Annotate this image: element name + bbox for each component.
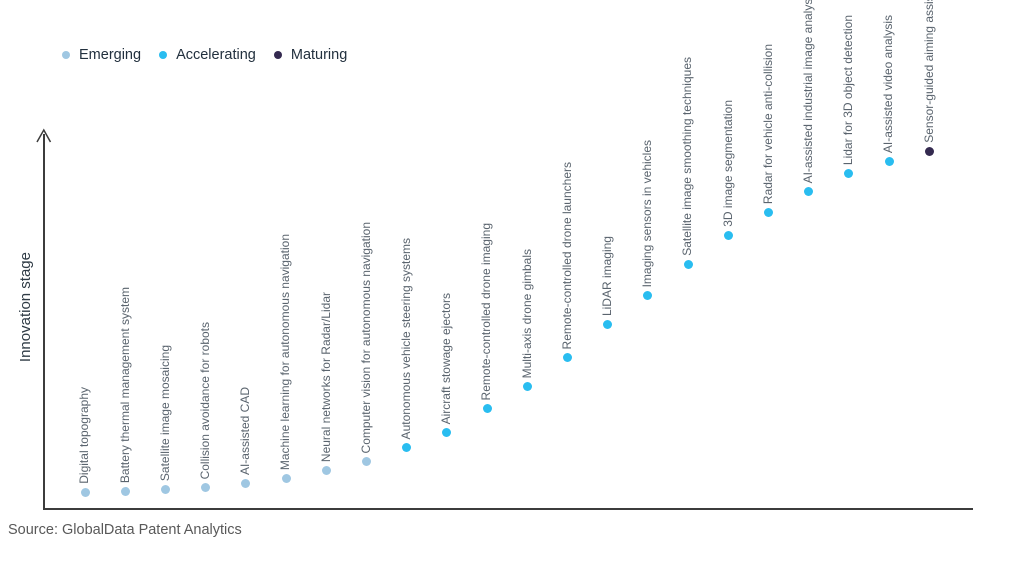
data-point [603, 319, 613, 329]
data-point-label: Multi-axis drone gimbals [519, 248, 534, 378]
data-point-label: Satellite image mosaicing [157, 344, 172, 481]
data-point-label: Aircraft stowage ejectors [439, 292, 454, 424]
data-point-label: 3D image segmentation [720, 100, 735, 227]
x-axis-line [43, 508, 973, 510]
data-point [442, 427, 452, 437]
data-point-label: Imaging sensors in vehicles [640, 139, 655, 287]
legend-dot-icon [273, 51, 282, 59]
legend-dot-icon [159, 51, 168, 59]
data-point-label: AI-assisted video analysis [881, 14, 896, 153]
data-point-label: Autonomous vehicle steering systems [399, 237, 413, 439]
legend: Emerging Accelerating Maturing [62, 47, 347, 63]
data-point-label: Battery thermal management system [117, 286, 132, 483]
data-point [723, 230, 733, 240]
data-point [80, 487, 90, 497]
data-point-label: Collision avoidance for robots [198, 321, 212, 479]
data-point [201, 482, 211, 492]
data-point-label: Radar for vehicle anti-collision [760, 43, 775, 204]
data-point [482, 403, 492, 413]
data-point-label: Machine learning for autonomous navigati… [278, 233, 293, 470]
data-point [562, 352, 572, 362]
y-axis-arrow-icon [36, 128, 52, 143]
data-point [160, 484, 170, 494]
data-point [924, 146, 934, 156]
data-point [361, 456, 371, 466]
data-point-label: Satellite image smoothing techniques [680, 57, 695, 256]
data-point [683, 259, 693, 269]
data-point [643, 290, 653, 300]
data-point-label: Sensor-guided aiming assists [921, 0, 936, 143]
data-point [321, 465, 331, 475]
data-point [804, 186, 814, 196]
legend-item-emerging: Emerging [62, 47, 141, 63]
data-point [120, 486, 130, 496]
data-point-label: Lidar for 3D object detection [841, 14, 856, 165]
source-caption: Source: GlobalData Patent Analytics [8, 522, 242, 538]
data-point [241, 478, 251, 488]
legend-item-label: Accelerating [176, 47, 256, 63]
legend-item-label: Emerging [79, 47, 142, 63]
data-point [884, 156, 894, 166]
data-point-label: AI-assisted industrial image analysis [801, 0, 815, 183]
legend-dot-icon [62, 51, 70, 59]
data-point-label: Digital topography [77, 387, 92, 484]
data-point-label: Remote-controlled drone launchers [559, 161, 574, 349]
data-point [402, 442, 412, 452]
data-point [281, 473, 291, 483]
data-point-label: Remote-controlled drone imaging [479, 222, 494, 400]
data-point-label: Computer vision for autonomous navigatio… [358, 221, 373, 453]
y-axis-line [43, 134, 45, 509]
legend-item-accelerating: Accelerating [159, 47, 256, 63]
data-point [522, 381, 532, 391]
y-axis-title: Innovation stage [17, 252, 34, 363]
data-point-label: LiDAR imaging [600, 235, 614, 316]
data-point-label: AI-assisted CAD [238, 386, 253, 475]
data-point-label: Neural networks for Radar/Lidar [318, 291, 333, 462]
data-point [844, 168, 854, 178]
data-point [763, 207, 773, 217]
legend-item-maturing: Maturing [273, 47, 348, 63]
legend-item-label: Maturing [290, 47, 348, 63]
